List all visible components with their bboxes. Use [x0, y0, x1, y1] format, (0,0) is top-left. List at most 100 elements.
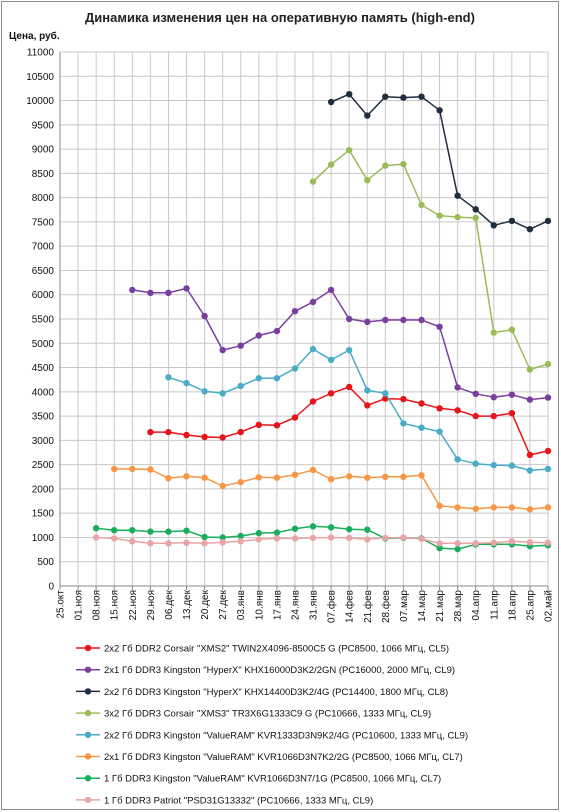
data-point [147, 528, 154, 535]
data-point [526, 396, 534, 403]
series-3 [327, 91, 552, 233]
legend-swatch-marker [84, 688, 92, 695]
data-point [327, 476, 335, 483]
chart-title: Динамика изменения цен на оперативную па… [85, 10, 475, 25]
y-tick-label: 1500 [32, 509, 55, 520]
legend-label: 2x2 Гб DDR3 Kingston "HyperX" KHX14400D3… [104, 687, 448, 698]
x-tick-label: 24.янв [290, 590, 301, 620]
x-tick-label: 15.ноя [110, 590, 121, 620]
x-tick-label: 10.янв [254, 590, 265, 620]
data-point [201, 474, 208, 481]
data-point [526, 467, 534, 474]
data-point [165, 374, 172, 381]
data-point [183, 473, 190, 480]
legend-swatch-marker [84, 666, 92, 673]
data-point [508, 391, 516, 398]
x-tick-label: 25.апр [525, 590, 536, 621]
data-point [327, 390, 335, 397]
data-point [382, 93, 389, 100]
data-point [346, 526, 353, 533]
data-point [418, 472, 425, 479]
axes [59, 52, 549, 590]
data-point [183, 431, 190, 439]
y-tick-label: 10500 [26, 72, 54, 83]
data-point [508, 326, 516, 333]
data-point [111, 465, 118, 473]
y-tick-label: 500 [37, 557, 54, 568]
x-tick-label: 01.ноя [74, 590, 85, 620]
data-point [147, 540, 154, 547]
data-point [309, 398, 317, 405]
data-point [472, 206, 479, 213]
data-point [255, 375, 262, 382]
series-5 [165, 345, 552, 474]
data-point [544, 465, 552, 473]
y-tick-label: 8500 [32, 169, 55, 180]
data-point [165, 289, 172, 296]
data-point [165, 528, 172, 535]
legend-label: 2x1 Гб DDR3 Kingston "ValueRAM" KVR1066D… [104, 752, 463, 763]
y-tick-label: 7500 [32, 217, 55, 228]
x-tick-label: 22.ноя [128, 590, 139, 620]
legend-item: 2x2 Гб DDR3 Kingston "HyperX" KHX14400D3… [76, 687, 448, 698]
data-point [364, 112, 371, 119]
data-point [309, 466, 317, 474]
data-point [201, 433, 208, 441]
data-point [219, 346, 226, 354]
data-point [400, 473, 407, 480]
y-tick-label: 5000 [32, 339, 55, 350]
x-tick-label: 13.дек [182, 589, 193, 619]
series-1 [147, 383, 552, 459]
legend-label: 2x1 Гб DDR3 Kingston "HyperX" KHX16000D3… [104, 665, 455, 676]
data-point [454, 192, 461, 199]
data-point [309, 534, 317, 542]
data-point [382, 162, 389, 169]
data-point [346, 534, 353, 542]
x-tick-label: 07.мар [399, 590, 410, 622]
legend-label: 2x2 Гб DDR3 Kingston "ValueRAM" KVR1333D… [104, 730, 468, 741]
data-point [129, 465, 136, 473]
data-point [346, 315, 353, 323]
data-point [508, 217, 516, 225]
data-point [111, 527, 118, 534]
series-2 [129, 285, 552, 403]
data-point [418, 424, 425, 431]
x-tick-label: 21.фев [362, 590, 374, 623]
data-point [436, 405, 443, 412]
legend-swatch-marker [84, 644, 92, 652]
data-point [472, 540, 479, 547]
legend-swatch-marker [84, 796, 92, 804]
x-tick-label: 28.фев [380, 590, 392, 623]
data-point [490, 412, 497, 420]
x-tick-label: 14.фев [344, 590, 356, 623]
data-point [418, 400, 425, 407]
y-tick-label: 5500 [32, 315, 55, 326]
y-tick-label: 4500 [32, 363, 55, 374]
y-axis-label: Цена, руб. [9, 30, 60, 42]
x-tick-label: 07.фев [326, 590, 338, 623]
data-point [454, 407, 461, 414]
data-point [219, 539, 226, 546]
x-tick-label: 31.янв [309, 590, 320, 620]
data-point [472, 505, 479, 512]
data-point [309, 523, 317, 530]
y-tick-label: 6500 [32, 266, 55, 277]
legend-item: 2x1 Гб DDR3 Kingston "ValueRAM" KVR1066D… [76, 752, 463, 763]
data-point [436, 428, 443, 435]
data-point [364, 526, 371, 533]
data-point [183, 379, 190, 387]
series-line [312, 149, 549, 371]
data-point [544, 217, 552, 225]
legend-label: 2x2 Гб DDR2 Corsair "XMS2" TWIN2X4096-85… [104, 644, 449, 655]
data-point [544, 360, 552, 368]
data-point [544, 504, 552, 511]
x-tick-label: 11.апр [489, 590, 500, 620]
series-line [132, 287, 549, 401]
data-point [327, 161, 335, 168]
legend-item: 2x2 Гб DDR2 Corsair "XMS2" TWIN2X4096-85… [76, 644, 449, 655]
data-point [129, 538, 136, 545]
legend: 2x2 Гб DDR2 Corsair "XMS2" TWIN2X4096-85… [76, 644, 468, 806]
data-point [201, 533, 208, 541]
data-point [291, 365, 299, 372]
data-point [237, 532, 244, 540]
